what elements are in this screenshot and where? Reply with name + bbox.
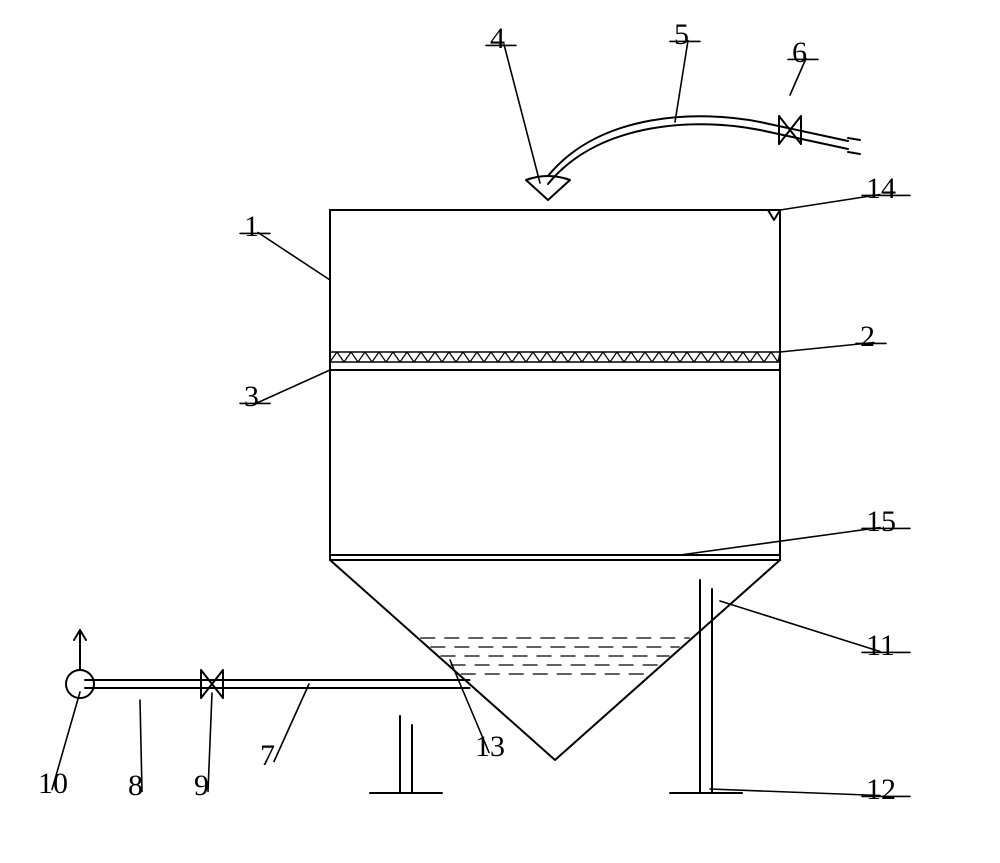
leader-n3 xyxy=(258,370,330,403)
callout-3: 3 xyxy=(244,380,259,414)
callout-15: 15 xyxy=(866,505,896,539)
callout-11: 11 xyxy=(866,629,895,663)
callout-6: 6 xyxy=(792,36,807,70)
callout-14: 14 xyxy=(866,172,896,206)
overflow-notch xyxy=(768,210,780,220)
callout-12: 12 xyxy=(866,773,896,807)
callout-4: 4 xyxy=(490,22,505,56)
tank-body xyxy=(330,210,780,560)
callout-9: 9 xyxy=(194,769,209,803)
callout-1: 1 xyxy=(244,210,259,244)
callout-7: 7 xyxy=(260,739,275,773)
callout-10: 10 xyxy=(38,767,68,801)
leader-n1 xyxy=(258,233,330,281)
callout-8: 8 xyxy=(128,769,143,803)
leader-n11 xyxy=(720,601,880,652)
leader-n7 xyxy=(274,684,309,762)
leader-n14 xyxy=(780,195,880,211)
callout-2: 2 xyxy=(860,320,875,354)
spray-pipe xyxy=(548,116,848,176)
callout-5: 5 xyxy=(674,18,689,52)
callout-13: 13 xyxy=(475,730,505,764)
leader-n5 xyxy=(675,41,688,123)
spray-nozzle xyxy=(526,176,570,200)
leader-n4 xyxy=(504,45,540,184)
